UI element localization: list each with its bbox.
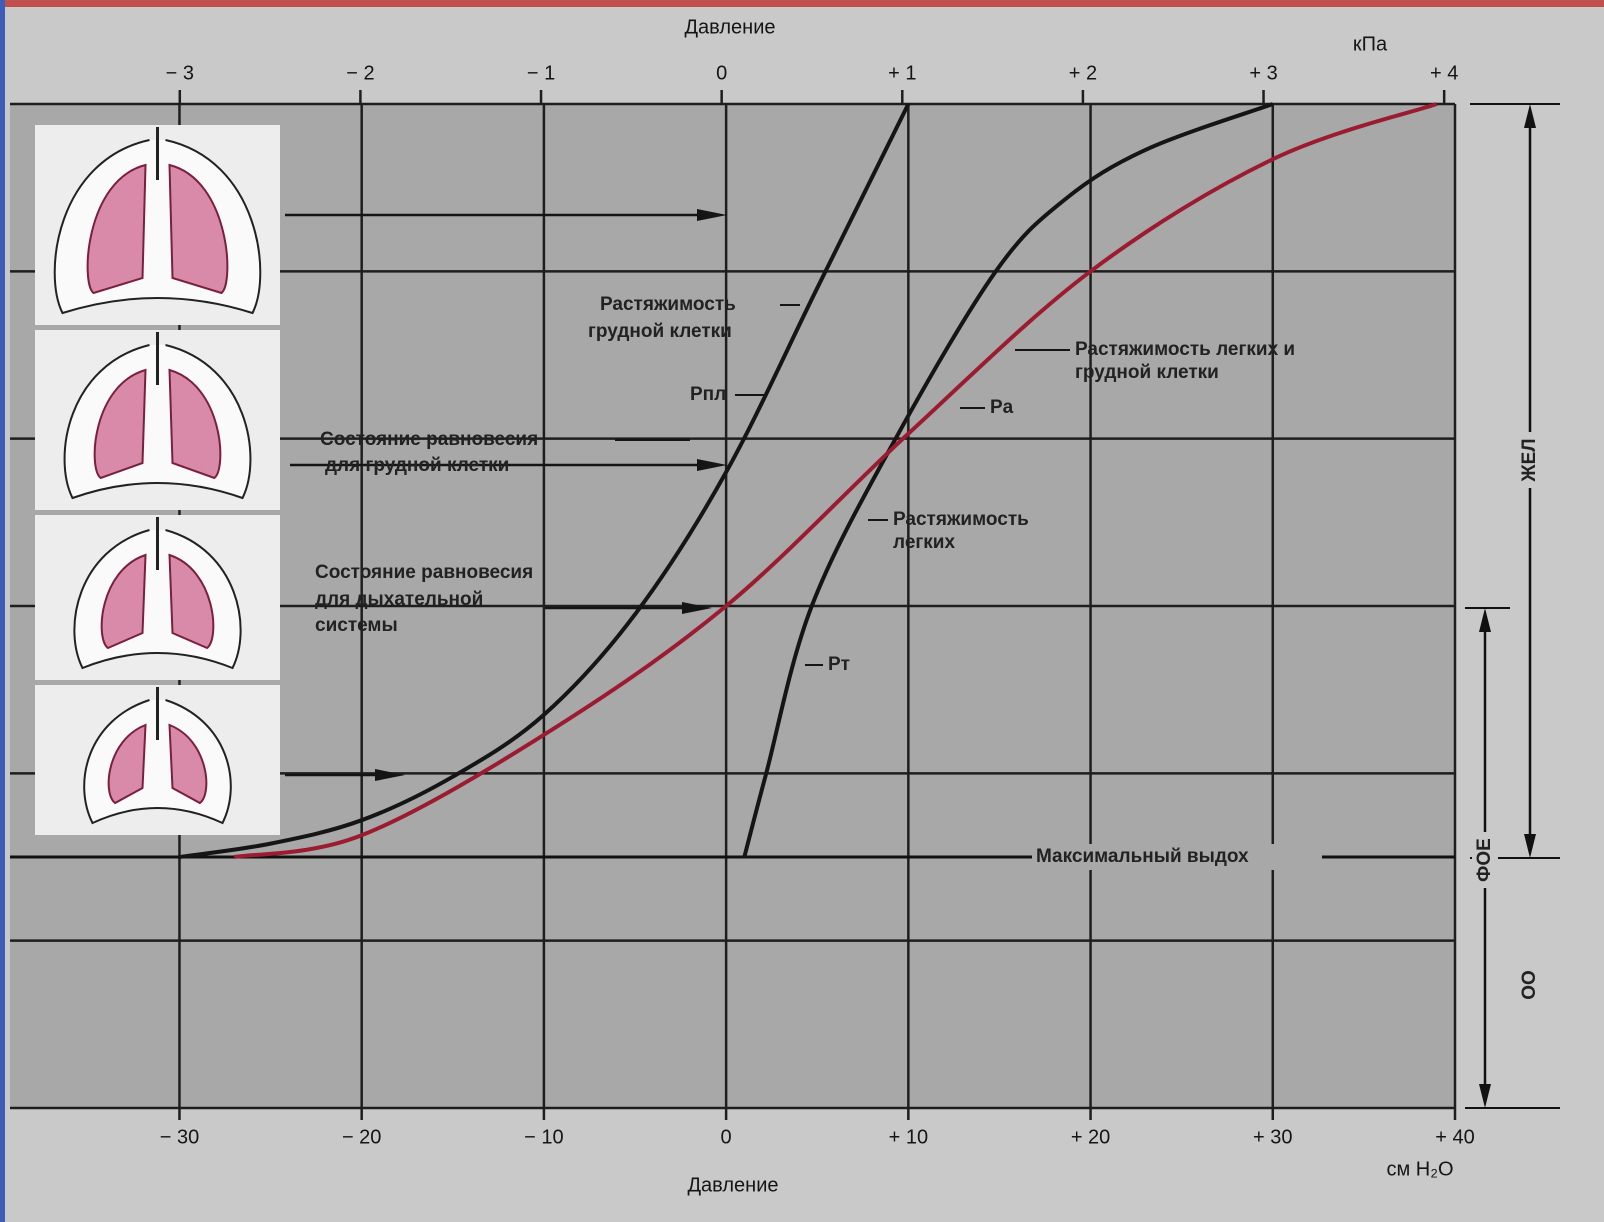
volume-label: ФОЕ [1474,838,1495,882]
left-border [0,0,5,1222]
annotation: для грудной клетки [325,455,509,476]
annotation: Состояние равновесия [320,429,538,450]
bottom-axis-title: Давление [688,1174,779,1196]
x2-tick-label: + 4 [1430,62,1458,84]
top-border [0,0,1604,7]
chart: Давление кПа Давление см H₂O − 30− 20− 1… [0,0,1604,1222]
x-tick-label: + 10 [889,1126,928,1148]
annotation: легких [893,532,955,553]
annotation: Pа [990,397,1014,418]
x-tick-label: 0 [721,1126,732,1148]
lung-illustration [35,685,280,835]
lung-illustration [35,125,280,325]
annotation: Растяжимость легких и [1075,339,1295,360]
x2-tick-label: − 2 [346,62,374,84]
annotation: Растяжимость [893,509,1029,530]
x-tick-label: − 10 [524,1126,563,1148]
bottom-axis-unit: см H₂O [1386,1158,1453,1180]
x2-tick-label: + 3 [1249,62,1277,84]
annotation: грудной клетки [1075,362,1219,383]
annotation: Растяжимость [600,294,736,315]
annotation: Pт [828,654,850,675]
x-tick-label: + 40 [1435,1126,1474,1148]
x2-tick-label: − 3 [166,62,194,84]
x2-tick-label: + 1 [888,62,916,84]
annotation: системы [315,615,398,636]
x2-tick-label: + 2 [1069,62,1097,84]
max-exhale-label: Максимальный выдох [1036,846,1249,867]
x-tick-label: + 20 [1071,1126,1110,1148]
x-tick-label: − 30 [160,1126,199,1148]
annotation: Pпл [690,384,726,405]
lung-illustration [35,515,280,680]
top-axis-title: Давление [685,16,776,38]
annotation: для дыхательной [315,589,483,610]
x2-tick-label: − 1 [527,62,555,84]
volume-label: ОО [1519,970,1540,1000]
annotation: Состояние равновесия [315,562,533,583]
x-tick-label: + 30 [1253,1126,1292,1148]
annotation: грудной клетки [588,321,732,342]
lung-illustration [35,330,280,510]
volume-label: ЖЕЛ [1519,438,1540,482]
top-axis-unit: кПа [1353,33,1388,55]
page: Давление кПа Давление см H₂O − 30− 20− 1… [0,0,1604,1222]
x-tick-label: − 20 [342,1126,381,1148]
x2-tick-label: 0 [716,62,727,84]
